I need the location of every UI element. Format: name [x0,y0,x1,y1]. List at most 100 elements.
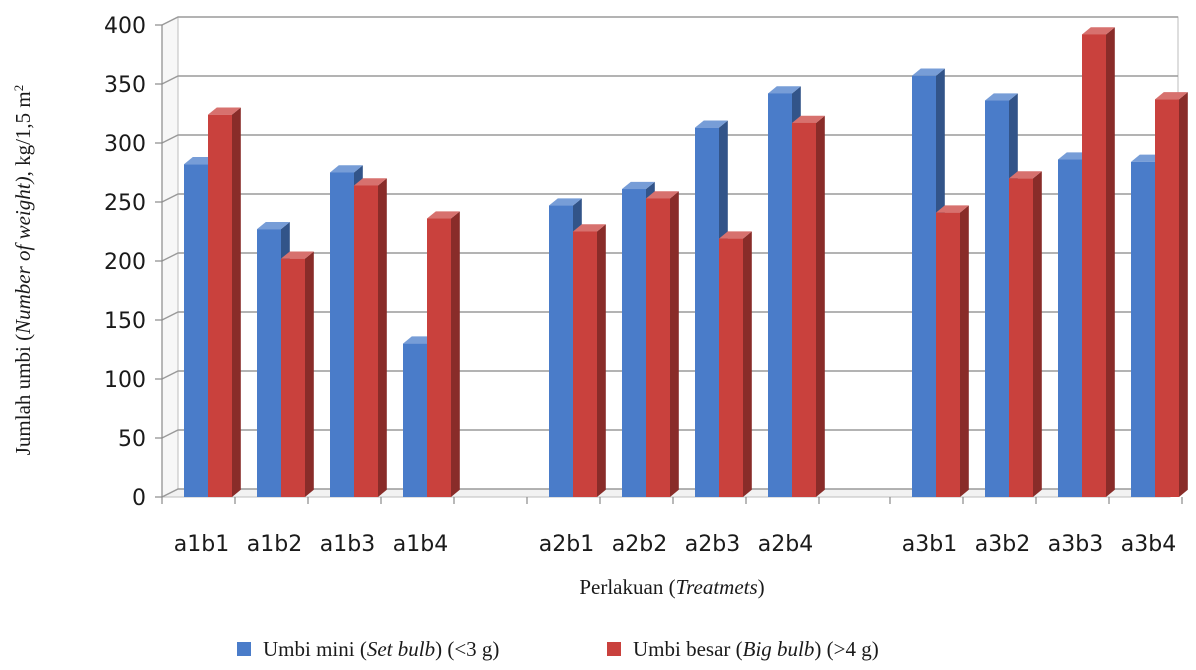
legend-0-post: ) (<3 g) [435,637,499,661]
y-axis-label: Jumlah umbi (Number of weight), kg/1,5 m… [11,85,36,456]
bar-big-bulb-a1b2-side [305,251,314,497]
bar-big-bulb-a1b3-front [354,185,378,498]
bar-set-bulb-a1b2-front [257,229,281,497]
bar-big-bulb-a2b2 [646,191,679,497]
x-tick-label-a3b4: a3b4 [1121,532,1176,557]
bar-big-bulb-a3b2-front [1009,178,1033,497]
bar-big-bulb-a2b1 [573,224,606,498]
bar-big-bulb-a2b4-side [816,115,825,498]
bar-set-bulb-a2b4-front [768,93,792,497]
bar-big-bulb-a2b3-front [719,238,743,497]
bar-set-bulb-a2b1-top [549,198,582,206]
bar-big-bulb-a2b2-side [670,191,679,497]
bar-big-bulb-a1b3-side [378,178,387,497]
bar-big-bulb-a1b4 [427,211,460,497]
x-tick-label-a3b2: a3b2 [975,532,1030,557]
legend-1-post: ) (>4 g) [814,637,878,661]
gridline [161,75,1178,85]
gridline [161,429,1178,439]
bar-set-bulb-a1b2-top [257,221,290,230]
bar-big-bulb-a2b2-top [646,191,679,199]
bar-big-bulb-a1b1-top [208,107,241,115]
gridline [161,16,1178,26]
bar-set-bulb-a1b3-front [330,172,354,497]
bar-set-bulb-a2b4-top [768,86,801,94]
gridline [161,311,1178,321]
bars [184,27,1188,498]
legend-label-big-bulb: Umbi besar (Big bulb) (>4 g) [633,637,879,661]
gridlines [155,16,1183,504]
x-tick-label-a2b4: a2b4 [758,532,813,557]
y-tick-label: 150 [104,309,146,334]
bar-big-bulb-a3b2-side [1033,171,1042,497]
bar-set-bulb-a3b2-top [985,93,1018,101]
y-axis-label-italic: Number of weight) [11,176,35,335]
bar-big-bulb-a2b1-front [573,231,597,497]
x-axis-label: Perlakuan (Treatmets) [579,575,764,599]
bar-set-bulb-a3b1-front [912,75,936,498]
y-tick-label: 50 [118,427,146,452]
x-tick-label-a1b1: a1b1 [174,532,229,557]
bar-big-bulb-a3b3-side [1106,27,1115,498]
gridline [161,193,1178,203]
legend-1-pre: Umbi besar ( [633,637,743,661]
legend: Umbi mini (Set bulb) (<3 g) Umbi besar (… [237,637,879,661]
bar-set-bulb-a3b3-front [1058,159,1082,497]
bar-big-bulb-a1b2 [281,251,314,497]
bar-big-bulb-a3b4 [1155,92,1188,497]
y-tick-labels: 0 50 100 150 200 250 300 350 400 [104,14,146,511]
bar-big-bulb-a1b1-front [208,114,232,498]
bar-set-bulb-a2b2-front [622,189,646,497]
bar-set-bulb-a2b3-front [695,127,719,497]
bar-big-bulb-a3b1-top [936,205,969,213]
y-axis-label-post: , kg/1,5 m [11,91,35,176]
bar-set-bulb-a1b3-top [330,165,363,173]
bar-set-bulb-a3b1-top [912,68,945,76]
x-tick-label-a1b3: a1b3 [320,532,375,557]
x-axis-label-post: ) [758,575,765,599]
x-tick-label-a1b2: a1b2 [247,532,302,557]
bar-big-bulb-a1b4-side [451,211,460,497]
bar-set-bulb-a3b4-front [1131,161,1155,497]
bar-big-bulb-a3b4-top [1155,92,1188,100]
y-tick-label: 100 [104,368,146,393]
bar-big-bulb-a2b1-side [597,224,606,498]
x-tick-label-a2b1: a2b1 [539,532,594,557]
bar-set-bulb-a1b1-front [184,164,208,498]
x-axis-label-italic: Treatmets [676,575,758,599]
bar-big-bulb-a2b2-front [646,198,670,497]
bar-big-bulb-a1b2-front [281,258,305,497]
bar-big-bulb-a2b4-front [792,122,816,497]
bar-big-bulb-a3b2 [1009,171,1042,497]
bar-big-bulb-a1b3 [354,178,387,498]
bar-big-bulb-a2b4 [792,115,825,498]
gridline [161,370,1178,380]
bar-big-bulb-a3b1-side [960,205,969,498]
bar-big-bulb-a3b3 [1082,27,1115,498]
bar-big-bulb-a3b1-front [936,212,960,497]
x-tick-label-a2b3: a2b3 [685,532,740,557]
x-tick-label-a3b3: a3b3 [1048,532,1103,557]
bar-big-bulb-a1b2-top [281,251,314,259]
bar-big-bulb-a3b3-top [1082,27,1115,35]
bar-set-bulb-a2b3-top [695,120,728,128]
bar-big-bulb-a2b4-top [792,115,825,123]
x-tick-labels: a1b1 a1b2 a1b3 a1b4 a2b1 a2b2 a2b3 a2b4 a3b1 a3b2… [174,532,1176,557]
legend-swatch-big-bulb [607,642,621,656]
bar-set-bulb-a1b4-front [403,343,427,497]
gridline [161,134,1178,144]
y-tick-label: 250 [104,191,146,216]
legend-swatch-set-bulb [237,642,251,656]
bar-big-bulb-a1b1-side [232,107,241,497]
bar-big-bulb-a2b3-top [719,231,752,239]
bar-big-bulb-a1b1 [208,107,241,498]
x-tick-label-a3b1: a3b1 [902,532,957,557]
y-axis-label-sup: 2 [11,85,26,92]
y-tick-label: 0 [132,486,146,511]
bar-big-bulb-a3b1 [936,205,969,498]
y-tick-label: 300 [104,132,146,157]
gridline [161,252,1178,262]
bar-big-bulb-a2b1-top [573,224,606,232]
